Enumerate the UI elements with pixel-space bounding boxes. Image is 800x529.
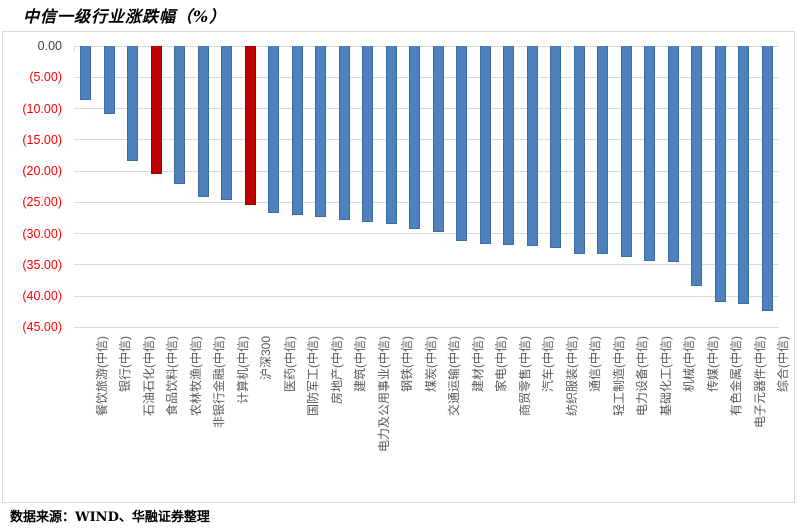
bar-餐饮旅游(中信) xyxy=(80,46,92,101)
bar-基础化工(中信) xyxy=(644,46,656,261)
bar-机械(中信) xyxy=(667,46,679,262)
gridline xyxy=(74,201,779,203)
category-label: 电力设备(中信) xyxy=(635,336,650,416)
gridline xyxy=(74,170,779,172)
bar-电力及公用事业(中信) xyxy=(362,46,374,222)
y-axis-tick-label: (25.00) xyxy=(22,195,62,210)
category-label: 国防军工(中信) xyxy=(306,336,321,416)
bar-银行(中信) xyxy=(103,46,115,114)
y-axis-tick-label: (20.00) xyxy=(22,164,62,178)
bar-沪深300 xyxy=(244,46,256,205)
category-label: 医药(中信) xyxy=(282,336,297,392)
category-label: 家电(中信) xyxy=(494,336,509,392)
category-label: 综合(中信) xyxy=(776,336,791,392)
bar-通信(中信) xyxy=(573,46,585,254)
bar-房地产(中信) xyxy=(315,46,327,217)
bar-传媒(中信) xyxy=(691,46,703,286)
category-label: 通信(中信) xyxy=(588,336,603,392)
gridline xyxy=(74,264,779,266)
chart-plot-box: 0.00 (5.00) (10.00) (15.00) (20.00) (25.00) (3… xyxy=(2,31,795,503)
bar-钢铁(中信) xyxy=(385,46,397,224)
chart-title: 中信一级行业涨跌幅（%） xyxy=(23,7,227,26)
category-label: 石油石化(中信) xyxy=(141,336,156,416)
bar-轻工制造(中信) xyxy=(597,46,609,255)
bar-有色金属(中信) xyxy=(714,46,726,302)
y-axis-tick-label: (35.00) xyxy=(22,257,62,272)
category-label: 计算机(中信) xyxy=(235,336,250,404)
category-label: 机械(中信) xyxy=(682,336,697,392)
category-label: 电子元器件(中信) xyxy=(752,336,767,428)
bar-纺织服装(中信) xyxy=(550,46,562,248)
category-label: 煤炭(中信) xyxy=(423,336,438,392)
category-label: 建筑(中信) xyxy=(353,336,368,392)
category-label: 非银行金融(中信) xyxy=(212,336,227,428)
category-label: 电力及公用事业(中信) xyxy=(376,336,391,452)
category-label: 传媒(中信) xyxy=(705,336,720,392)
category-label: 餐饮旅游(中信) xyxy=(94,336,109,416)
bar-石油石化(中信) xyxy=(127,46,139,161)
bar-非银行金融(中信) xyxy=(197,46,209,198)
y-axis-tick-label: (45.00) xyxy=(22,320,62,335)
bar-计算机(中信) xyxy=(221,46,233,200)
category-label: 有色金属(中信) xyxy=(729,336,744,416)
gridline xyxy=(74,295,779,297)
bar-交通运输(中信) xyxy=(432,46,444,232)
bar-建材(中信) xyxy=(456,46,468,241)
bar-家电(中信) xyxy=(479,46,491,244)
bar-食品饮料(中信) xyxy=(150,46,162,174)
category-label: 汽车(中信) xyxy=(541,336,556,392)
category-label: 基础化工(中信) xyxy=(658,336,673,416)
bar-商贸零售(中信) xyxy=(503,46,515,245)
y-axis-tick-label: (15.00) xyxy=(22,132,62,147)
y-axis-tick-label: (5.00) xyxy=(29,70,62,85)
category-label: 交通运输(中信) xyxy=(447,336,462,416)
bar-煤炭(中信) xyxy=(409,46,421,230)
bar-电子元器件(中信) xyxy=(738,46,750,305)
bar-农林牧渔(中信) xyxy=(174,46,186,185)
bar-综合(中信) xyxy=(761,46,773,311)
bar-电力设备(中信) xyxy=(620,46,632,258)
category-label: 房地产(中信) xyxy=(329,336,344,404)
bar-建筑(中信) xyxy=(338,46,350,221)
category-label: 农林牧渔(中信) xyxy=(188,336,203,416)
bar-国防军工(中信) xyxy=(291,46,303,216)
category-label: 食品饮料(中信) xyxy=(165,336,180,416)
y-axis-tick-label: (40.00) xyxy=(22,289,62,303)
gridline xyxy=(74,326,779,328)
category-label: 纺织服装(中信) xyxy=(564,336,579,416)
gridline xyxy=(74,45,779,47)
y-axis-tick-label: (30.00) xyxy=(22,226,62,241)
category-label: 银行(中信) xyxy=(118,336,133,392)
bar-汽车(中信) xyxy=(526,46,538,246)
category-label: 建材(中信) xyxy=(470,336,485,392)
category-label: 商贸零售(中信) xyxy=(517,336,532,416)
gridline xyxy=(74,76,779,78)
zero-axis-tick xyxy=(74,46,75,51)
y-axis-tick-label: 0.00 xyxy=(37,39,62,53)
gridline xyxy=(74,233,779,234)
category-label: 轻工制造(中信) xyxy=(611,336,626,416)
gridline xyxy=(74,139,779,141)
gridline xyxy=(74,108,779,109)
y-axis-tick-label: (10.00) xyxy=(22,101,62,116)
data-source-note: 数据来源：WIND、华融证券整理 xyxy=(10,510,210,525)
category-label: 沪深300 xyxy=(259,336,274,381)
category-label: 钢铁(中信) xyxy=(400,336,415,392)
bar-医药(中信) xyxy=(268,46,280,213)
